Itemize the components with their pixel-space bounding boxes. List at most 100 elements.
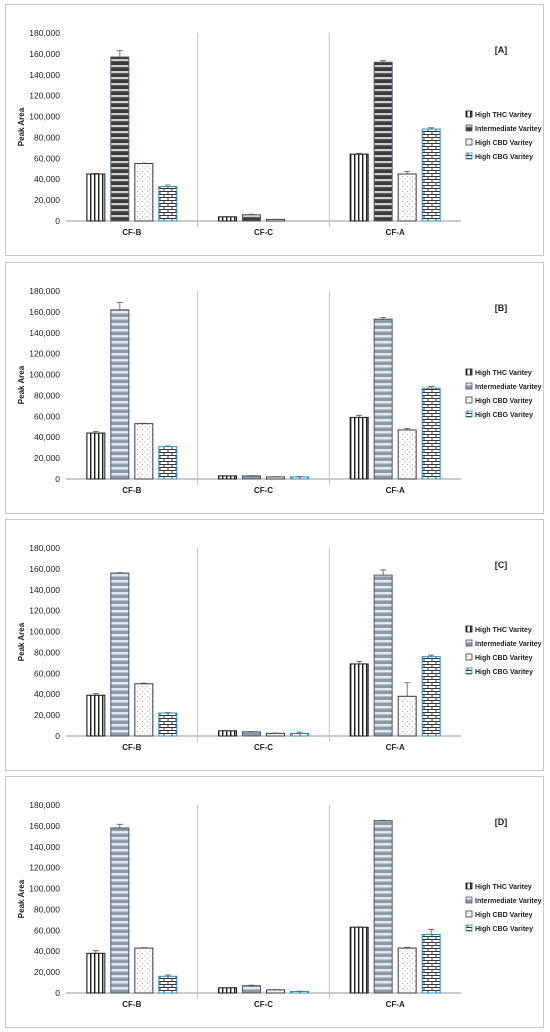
legend-label: High CBD Varitey	[475, 912, 533, 919]
bar-high-thc-varitey-cf-c	[218, 475, 237, 480]
y-tick-label: 20,000	[34, 967, 60, 977]
y-axis-label: Peak Area	[17, 365, 26, 404]
y-tick-label: 160,000	[29, 821, 60, 831]
y-tick-label: 140,000	[29, 842, 60, 852]
bar-high-cbd-varitey-cf-a	[397, 695, 417, 737]
y-tick-label: 180,000	[29, 286, 60, 296]
y-tick-label: 100,000	[29, 370, 60, 380]
y-tick-label: 80,000	[34, 132, 60, 142]
bar-high-cbg-varitey-cf-a	[421, 934, 441, 994]
legend-swatch	[465, 124, 473, 132]
bar-intermediate-varitey-cf-c	[242, 475, 261, 480]
bar-intermediate-varitey-cf-a	[373, 318, 393, 480]
panel-title: [B]	[495, 303, 508, 313]
x-category-label: CF-C	[254, 486, 273, 495]
y-tick-label: 180,000	[29, 28, 60, 38]
y-tick-label: 140,000	[29, 585, 60, 595]
legend-swatch	[465, 910, 473, 918]
legend-label: Intermediate Varitey	[475, 384, 542, 391]
bar-high-cbd-varitey-cf-a	[397, 429, 417, 480]
error-bar	[380, 569, 387, 576]
legend-swatch	[465, 368, 473, 376]
y-tick-label: 20,000	[34, 710, 60, 720]
x-category-label: CF-B	[122, 743, 141, 752]
bar-high-thc-varitey-cf-b	[86, 952, 106, 994]
error-bar	[140, 682, 147, 684]
chart-panel-a: 0 20,000 40,000 60,000 80,000 100,000 120,000 1…	[5, 4, 544, 256]
y-tick-label: 20,000	[34, 453, 60, 463]
bar-high-cbd-varitey-cf-b	[134, 423, 154, 480]
error-bar	[116, 302, 123, 310]
y-tick-label: 160,000	[29, 49, 60, 59]
error-bar	[92, 693, 99, 696]
bar-high-thc-varitey-cf-a	[349, 663, 369, 737]
bar-high-thc-varitey-cf-b	[86, 173, 106, 222]
y-tick-label: 0	[55, 216, 60, 226]
error-bar	[92, 431, 99, 434]
bar-high-cbd-varitey-cf-c	[266, 218, 285, 222]
y-tick-label: 60,000	[34, 925, 60, 935]
bar-chart: 0 20,000 40,000 60,000 80,000 100,000 120,000 1…	[17, 286, 542, 495]
y-tick-label: 100,000	[29, 112, 60, 122]
error-bar	[404, 427, 411, 430]
x-category-label: CF-A	[386, 743, 405, 752]
y-tick-label: 160,000	[29, 564, 60, 574]
error-bar	[296, 731, 303, 734]
bar-high-cbg-varitey-cf-c	[290, 476, 309, 480]
bar-high-cbd-varitey-cf-c	[266, 989, 285, 994]
error-bar	[164, 184, 171, 187]
bar-high-cbg-varitey-cf-a	[421, 387, 441, 480]
bar-high-cbg-varitey-cf-c	[290, 990, 309, 994]
error-bar	[428, 386, 435, 389]
y-tick-label: 40,000	[34, 689, 60, 699]
legend-swatch	[465, 382, 473, 390]
y-tick-label: 160,000	[29, 307, 60, 317]
error-bar	[428, 928, 435, 935]
bar-high-cbg-varitey-cf-a	[421, 128, 441, 222]
y-tick-label: 180,000	[29, 800, 60, 810]
chart-panel-d: 0 20,000 40,000 60,000 80,000 100,000 120,000 1…	[5, 776, 544, 1028]
legend-label: High THC Varitey	[475, 112, 532, 119]
legend-label: High CBD Varitey	[475, 398, 533, 405]
legend-label: Intermediate Varitey	[475, 126, 542, 133]
bar-high-cbd-varitey-cf-b	[134, 163, 154, 222]
bar-high-cbg-varitey-cf-a	[421, 656, 441, 737]
y-tick-label: 40,000	[34, 174, 60, 184]
error-bar	[92, 950, 99, 954]
error-bar	[380, 317, 387, 320]
x-category-label: CF-A	[386, 228, 405, 237]
legend-swatch	[465, 924, 473, 932]
bar-high-thc-varitey-cf-c	[218, 216, 237, 222]
legend-swatch	[465, 667, 473, 675]
bar-intermediate-varitey-cf-c	[242, 214, 261, 222]
bar-chart: 0 20,000 40,000 60,000 80,000 100,000 120,000 1…	[17, 800, 542, 1009]
legend-swatch	[465, 138, 473, 146]
y-tick-label: 20,000	[34, 195, 60, 205]
legend-swatch	[465, 396, 473, 404]
legend-swatch	[465, 625, 473, 633]
x-category-label: CF-B	[122, 228, 141, 237]
y-tick-label: 120,000	[29, 91, 60, 101]
y-tick-label: 140,000	[29, 328, 60, 338]
legend-swatch	[465, 110, 473, 118]
bar-intermediate-varitey-cf-a	[373, 820, 393, 994]
legend-label: High THC Varitey	[475, 884, 532, 891]
bar-high-thc-varitey-cf-b	[86, 694, 106, 737]
bar-intermediate-varitey-cf-c	[242, 731, 261, 737]
error-bar	[116, 823, 123, 828]
y-tick-label: 40,000	[34, 946, 60, 956]
y-tick-label: 140,000	[29, 70, 60, 80]
bar-high-cbg-varitey-cf-c	[290, 732, 309, 737]
legend-label: Intermediate Varitey	[475, 898, 542, 905]
error-bar	[356, 414, 363, 418]
bar-high-thc-varitey-cf-a	[349, 926, 369, 994]
bar-high-cbd-varitey-cf-c	[266, 732, 285, 737]
bar-high-thc-varitey-cf-c	[218, 987, 237, 994]
y-tick-label: 100,000	[29, 884, 60, 894]
error-bar	[428, 654, 435, 657]
x-category-label: CF-C	[254, 1000, 273, 1009]
bar-high-cbg-varitey-cf-b	[158, 186, 178, 222]
bar-high-cbg-varitey-cf-b	[158, 712, 178, 737]
legend-label: High CBG Varitey	[475, 154, 533, 161]
y-tick-label: 80,000	[34, 904, 60, 914]
